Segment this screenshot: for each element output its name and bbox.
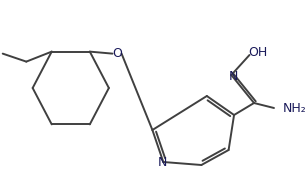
Text: O: O (112, 47, 122, 60)
Text: N: N (229, 70, 238, 84)
Text: NH₂: NH₂ (283, 101, 306, 115)
Text: N: N (158, 156, 167, 170)
Text: OH: OH (248, 46, 267, 60)
